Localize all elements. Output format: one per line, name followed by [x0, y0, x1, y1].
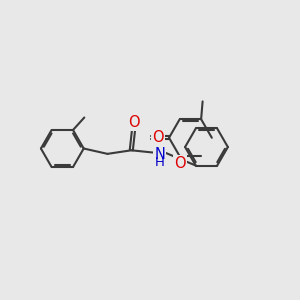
Text: O: O [152, 130, 164, 145]
Text: N: N [154, 147, 165, 162]
Text: H: H [155, 156, 165, 169]
Text: O: O [175, 156, 186, 171]
Text: O: O [128, 115, 140, 130]
